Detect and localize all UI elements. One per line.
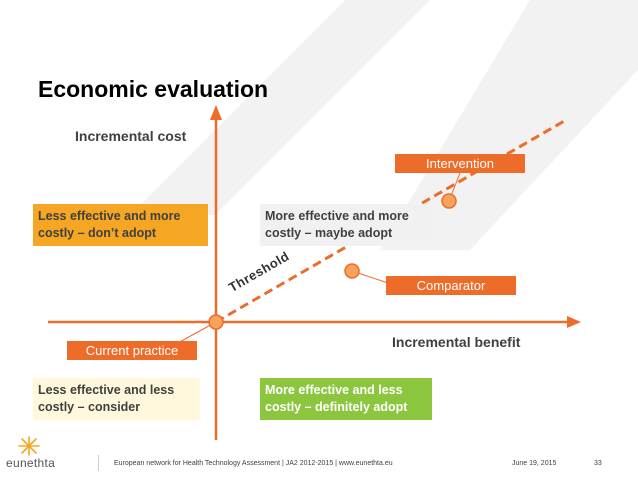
current-practice-tag: Current practice <box>67 341 197 360</box>
comparator-point <box>344 263 360 279</box>
quadrant-text-line: costly – definitely adopt <box>265 400 408 414</box>
footer-page-number: 33 <box>594 460 602 467</box>
footer-date: June 19, 2015 <box>512 460 557 467</box>
footer-divider <box>98 455 99 471</box>
quadrant-top-right: More effective and more costly – maybe a… <box>260 204 437 246</box>
quadrant-text-line: Less effective and more <box>38 209 181 223</box>
slide-title: Economic evaluation <box>38 76 269 102</box>
comparator-tag: Comparator <box>386 276 516 295</box>
quadrant-text-line: More effective and more <box>265 209 409 223</box>
quadrant-text-line: More effective and less <box>265 383 403 397</box>
y-axis-arrow <box>210 105 222 120</box>
quadrant-bottom-left: Less effective and less costly – conside… <box>33 378 200 420</box>
y-axis-label: Incremental cost <box>75 128 187 144</box>
quadrant-text-line: Less effective and less <box>38 383 175 397</box>
x-axis-arrow <box>567 316 581 328</box>
footer-network-text: European network for Health Technology A… <box>114 460 393 467</box>
x-axis-label: Incremental benefit <box>392 334 521 350</box>
quadrant-text-line: costly – maybe adopt <box>265 226 393 240</box>
intervention-point <box>441 193 457 209</box>
intervention-tag: Intervention <box>395 154 525 173</box>
quadrant-text-line: costly – consider <box>38 400 141 414</box>
quadrant-bottom-right: More effective and less costly – definit… <box>260 378 432 420</box>
logo-text: eunethta <box>6 456 56 470</box>
quadrant-text-line: costly – don’t adopt <box>38 226 157 240</box>
quadrant-top-left: Less effective and more costly – don’t a… <box>33 204 208 246</box>
current-practice-point <box>208 314 224 330</box>
eunethta-logo-icon <box>18 436 40 456</box>
